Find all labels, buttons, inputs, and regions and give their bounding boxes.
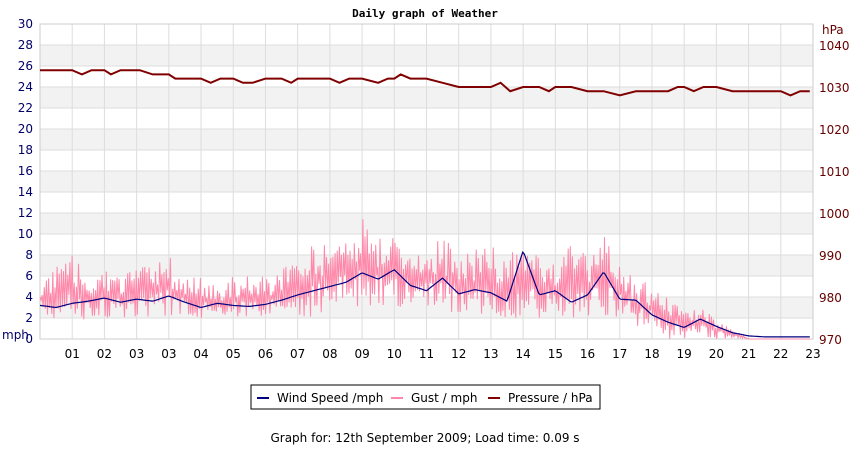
legend-label-1: Gust / mph <box>411 391 477 405</box>
legend-label-0: Wind Speed /mph <box>277 391 383 405</box>
x-tick-label: 09 <box>354 347 369 361</box>
footer-info: Graph for: 12th September 2009; Load tim… <box>270 431 580 445</box>
left-tick-label: 28 <box>18 38 33 52</box>
x-tick-label: 22 <box>773 347 788 361</box>
x-tick-label: 15 <box>548 347 563 361</box>
right-axis-unit: hPa <box>822 23 844 37</box>
x-tick-label: 03 <box>129 347 144 361</box>
right-tick-label: 1020 <box>819 123 850 137</box>
x-tick-label: 10 <box>387 347 402 361</box>
chart-title: Daily graph of Weather <box>352 7 498 20</box>
left-tick-label: 10 <box>18 227 33 241</box>
x-tick-label: 12 <box>451 347 466 361</box>
x-tick-label: 02 <box>97 347 112 361</box>
left-tick-label: 22 <box>18 101 33 115</box>
x-tick-label: 20 <box>709 347 724 361</box>
pressure-series-line <box>40 69 810 97</box>
left-tick-label: 24 <box>18 80 33 94</box>
x-tick-label: 01 <box>65 347 80 361</box>
left-tick-label: 12 <box>18 206 33 220</box>
x-tick-label: 11 <box>419 347 434 361</box>
left-tick-label: 6 <box>25 269 33 283</box>
x-tick-label: 18 <box>644 347 659 361</box>
left-tick-label: 30 <box>18 17 33 31</box>
weather-chart: Daily graph of Weather 02468101214161820… <box>2 7 850 410</box>
x-tick-label: 16 <box>580 347 595 361</box>
x-tick-label: 07 <box>290 347 305 361</box>
wind-speed-series-line <box>39 250 810 338</box>
x-tick-label: 06 <box>258 347 273 361</box>
series-layer <box>39 69 810 340</box>
left-tick-label: 18 <box>18 143 33 157</box>
right-tick-label: 1000 <box>819 207 850 221</box>
right-tick-label: 980 <box>819 291 842 305</box>
gust-series-line <box>39 219 810 340</box>
right-tick-label: 990 <box>819 249 842 263</box>
x-tick-label: 03 <box>161 347 176 361</box>
right-tick-label: 970 <box>819 333 842 347</box>
left-tick-label: 26 <box>18 59 33 73</box>
x-tick-label: 23 <box>805 347 820 361</box>
x-tick-label: 13 <box>483 347 498 361</box>
x-tick-label: 21 <box>741 347 756 361</box>
left-tick-label: 14 <box>18 185 33 199</box>
right-tick-label: 1030 <box>819 81 850 95</box>
x-tick-label: 08 <box>322 347 337 361</box>
plot-frame <box>39 23 814 340</box>
right-tick-label: 1010 <box>819 165 850 179</box>
right-axis-ticks: 970 980 990 1000 1010 1020 1030 1040 <box>819 39 850 347</box>
legend-box <box>250 384 601 410</box>
left-tick-label: 20 <box>18 122 33 136</box>
x-tick-label: 04 <box>193 347 208 361</box>
x-tick-label: 05 <box>226 347 241 361</box>
x-tick-label: 14 <box>515 347 530 361</box>
right-tick-label: 1040 <box>819 39 850 53</box>
left-axis-unit: mph <box>2 328 29 342</box>
left-tick-label: 4 <box>25 290 33 304</box>
left-tick-label: 0 <box>25 332 33 346</box>
legend: Wind Speed /mph Gust / mph Pressure / hPa <box>250 384 601 410</box>
x-axis-ticks: 01 02 03 03 04 05 06 07 08 09 10 11 12 13 14 15 16 17 18 19… <box>65 347 821 361</box>
x-tick-label: 17 <box>612 347 627 361</box>
x-tick-label: 19 <box>677 347 692 361</box>
legend-label-2: Pressure / hPa <box>508 391 593 405</box>
left-tick-label: 2 <box>25 311 33 325</box>
left-tick-label: 16 <box>18 164 33 178</box>
left-tick-label: 8 <box>25 248 33 262</box>
